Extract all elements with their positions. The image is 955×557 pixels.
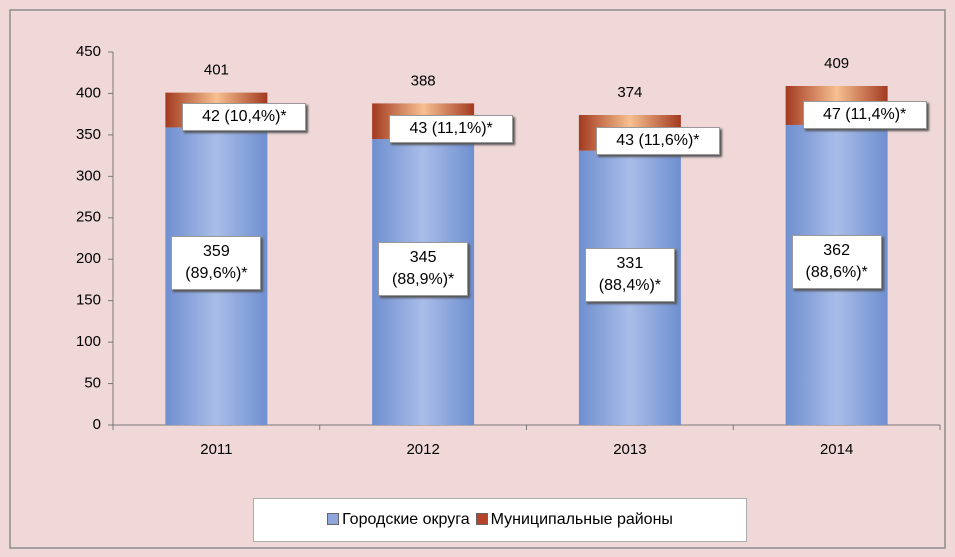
- y-tick-label: 400: [76, 84, 101, 101]
- data-label: 42 (10,4%)*: [182, 103, 307, 132]
- data-label: 345 (88,9%)*: [378, 242, 469, 297]
- legend-swatch: [475, 513, 488, 525]
- y-tick-label: 450: [76, 43, 101, 60]
- legend-item: Городские округа: [327, 511, 470, 529]
- y-tick-label: 100: [76, 333, 101, 350]
- legend-label: Муниципальные районы: [490, 511, 673, 528]
- legend-swatch: [327, 513, 340, 525]
- x-tick-label: 2011: [200, 441, 232, 458]
- y-tick-label: 0: [93, 416, 101, 433]
- y-tick-label: 150: [76, 292, 101, 309]
- total-label: 388: [411, 72, 436, 89]
- y-tick-label: 350: [76, 126, 101, 143]
- y-tick-label: 50: [84, 375, 101, 392]
- x-tick-label: 2014: [820, 441, 853, 458]
- x-tick-label: 2012: [406, 441, 439, 458]
- x-tick-label: 2013: [613, 441, 646, 458]
- chart-border: [9, 9, 946, 549]
- data-label: 362 (88,6%)*: [791, 234, 882, 289]
- legend: Городские округа Муниципальные районы: [253, 498, 747, 542]
- legend-item: Муниципальные районы: [475, 511, 673, 529]
- data-label: 47 (11,4%)*: [802, 100, 927, 129]
- data-label: 331 (88,4%)*: [584, 247, 675, 302]
- data-label: 43 (11,6%)*: [595, 126, 720, 155]
- total-label: 401: [204, 62, 229, 79]
- data-label: 359 (89,6%)*: [171, 236, 262, 291]
- total-label: 374: [617, 84, 642, 101]
- total-label: 409: [824, 55, 849, 72]
- y-tick-label: 200: [76, 250, 101, 267]
- legend-label: Городские округа: [342, 511, 470, 528]
- data-label: 43 (11,1%)*: [389, 115, 514, 144]
- y-tick-label: 300: [76, 167, 101, 184]
- y-tick-label: 250: [76, 209, 101, 226]
